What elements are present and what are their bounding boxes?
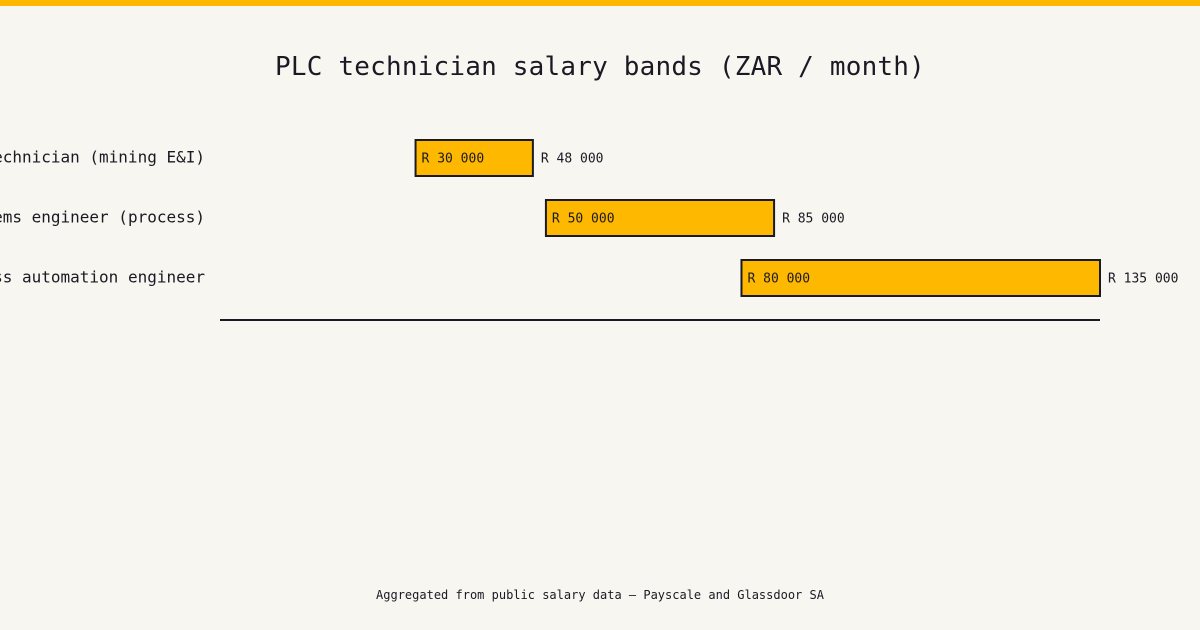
range-bar bbox=[414, 139, 534, 177]
category-label: Control systems engineer (process) bbox=[0, 208, 205, 227]
high-value-label: R 135 000 bbox=[1108, 272, 1178, 287]
source-note: Aggregated from public salary data — Pay… bbox=[376, 588, 824, 602]
high-value-label: R 85 000 bbox=[782, 212, 845, 227]
category-label: Senior process automation engineer bbox=[0, 268, 205, 287]
chart-title: PLC technician salary bands (ZAR / month… bbox=[275, 52, 925, 82]
range-bar bbox=[544, 199, 776, 237]
low-value-label: R 30 000 bbox=[422, 152, 485, 167]
category-label: PLC technician (mining E&I) bbox=[0, 148, 205, 167]
high-value-label: R 48 000 bbox=[541, 152, 604, 167]
low-value-label: R 50 000 bbox=[552, 212, 615, 227]
low-value-label: R 80 000 bbox=[747, 272, 810, 287]
accent-top-bar bbox=[0, 0, 1200, 6]
range-bar bbox=[740, 259, 1102, 297]
